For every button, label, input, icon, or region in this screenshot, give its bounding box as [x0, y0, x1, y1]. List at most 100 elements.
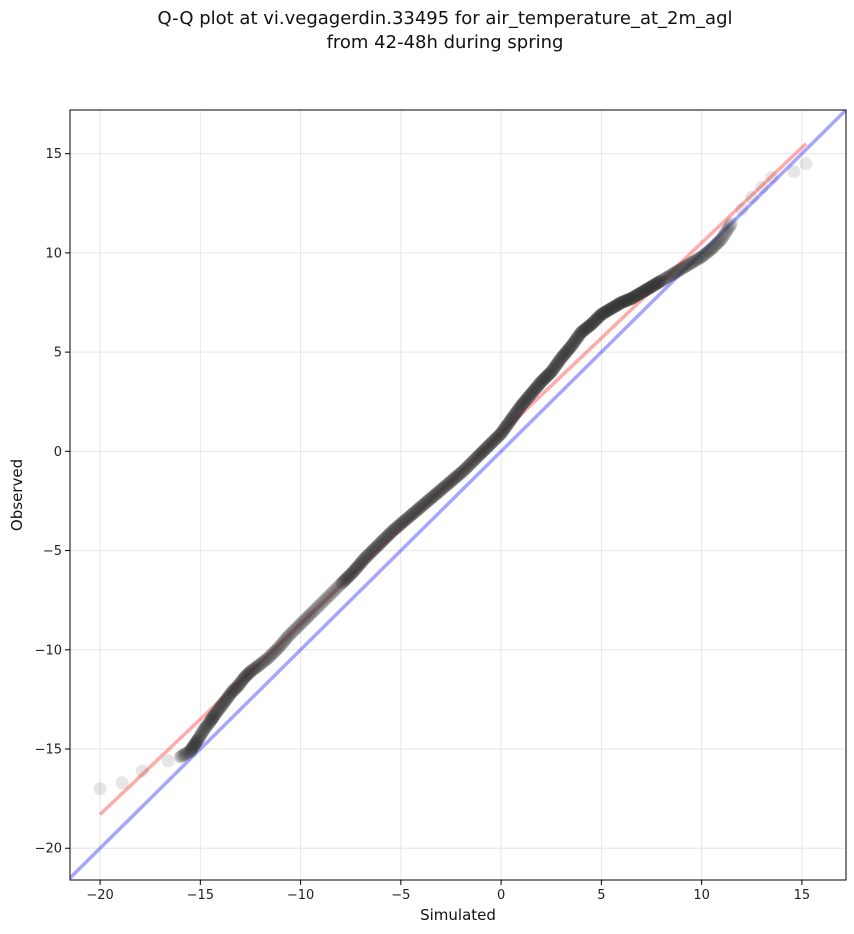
qq-point — [451, 469, 465, 483]
qq-point — [619, 294, 633, 308]
qq-point — [327, 584, 341, 598]
qq-point — [454, 466, 468, 480]
qq-point — [608, 299, 622, 313]
qq-point — [186, 740, 200, 754]
qq-point — [205, 711, 219, 725]
qq-point — [222, 689, 236, 703]
qq-point — [438, 479, 452, 493]
qq-point — [566, 337, 580, 351]
qq-point — [622, 293, 636, 307]
qq-point — [161, 754, 175, 768]
qq-point — [657, 272, 671, 286]
x-tick-label: 0 — [497, 888, 505, 903]
qq-point — [703, 243, 717, 257]
qq-point — [297, 614, 311, 628]
qq-point — [217, 695, 231, 709]
qq-point — [538, 371, 552, 385]
qq-point — [115, 776, 129, 790]
qq-point — [586, 316, 600, 330]
qq-point — [720, 224, 734, 238]
qq-point — [582, 319, 596, 333]
qq-point — [470, 450, 484, 464]
qq-point — [200, 718, 214, 732]
qq-point — [240, 668, 254, 682]
qq-point — [695, 250, 709, 264]
qq-point — [267, 646, 281, 660]
qq-point — [433, 484, 447, 498]
qq-point — [250, 659, 264, 673]
qq-point — [203, 714, 217, 728]
qq-point — [583, 318, 597, 332]
qq-point — [653, 274, 667, 288]
qq-point — [581, 320, 595, 334]
qq-point — [242, 666, 256, 680]
y-tick-label: −20 — [35, 842, 62, 857]
y-tick-label: −10 — [35, 643, 62, 658]
qq-point — [323, 588, 337, 602]
qq-point — [515, 397, 529, 411]
qq-point — [278, 633, 292, 647]
qq-point — [205, 712, 219, 726]
qq-point — [683, 257, 697, 271]
qq-point — [542, 367, 556, 381]
qq-point — [564, 339, 578, 353]
qq-point — [647, 278, 661, 292]
qq-point — [494, 426, 508, 440]
qq-point — [598, 305, 612, 319]
qq-point — [241, 667, 255, 681]
qq-point — [431, 485, 445, 499]
qq-point — [279, 632, 293, 646]
qq-point — [295, 616, 309, 630]
qq-point — [708, 238, 722, 252]
qq-point — [487, 434, 501, 448]
qq-point — [578, 322, 592, 336]
qq-point — [445, 473, 459, 487]
qq-point — [472, 449, 486, 463]
qq-point — [554, 351, 568, 365]
qq-point — [258, 654, 272, 668]
qq-point — [424, 491, 438, 505]
plot-frame — [69, 109, 847, 881]
qq-point — [382, 527, 396, 541]
qq-point — [543, 366, 557, 380]
qq-point — [199, 720, 213, 734]
qq-point — [187, 738, 201, 752]
qq-points — [93, 157, 813, 796]
qq-point — [493, 428, 507, 442]
qq-point — [239, 669, 253, 683]
y-tick-label: 15 — [45, 147, 62, 162]
qq-point — [498, 421, 512, 435]
qq-point — [641, 282, 655, 296]
qq-point — [569, 332, 583, 346]
qq-point — [447, 472, 461, 486]
qq-point — [225, 685, 239, 699]
qq-point — [686, 255, 700, 269]
qq-point — [332, 579, 346, 593]
qq-point — [692, 251, 706, 265]
qq-point — [197, 722, 211, 736]
qq-point — [368, 541, 382, 555]
qq-point — [218, 694, 232, 708]
chart-title-line-2: from 42-48h during spring — [327, 32, 564, 53]
qq-point — [249, 660, 263, 674]
qq-point — [238, 670, 252, 684]
qq-point — [288, 623, 302, 637]
qq-point — [495, 425, 509, 439]
qq-point — [421, 494, 435, 508]
qq-point — [224, 686, 238, 700]
qq-point — [710, 237, 724, 251]
qq-point — [513, 400, 527, 414]
qq-point — [334, 577, 348, 591]
qq-point — [228, 682, 242, 696]
qq-point — [574, 325, 588, 339]
qq-point — [274, 638, 288, 652]
qq-point — [687, 254, 701, 268]
qq-point — [549, 358, 563, 372]
qq-point — [623, 292, 637, 306]
qq-point — [185, 741, 199, 755]
qq-point — [229, 681, 243, 695]
qq-point — [476, 444, 490, 458]
y-axis-label: Observed — [8, 459, 26, 531]
qq-point — [467, 454, 481, 468]
qq-point — [453, 467, 467, 481]
